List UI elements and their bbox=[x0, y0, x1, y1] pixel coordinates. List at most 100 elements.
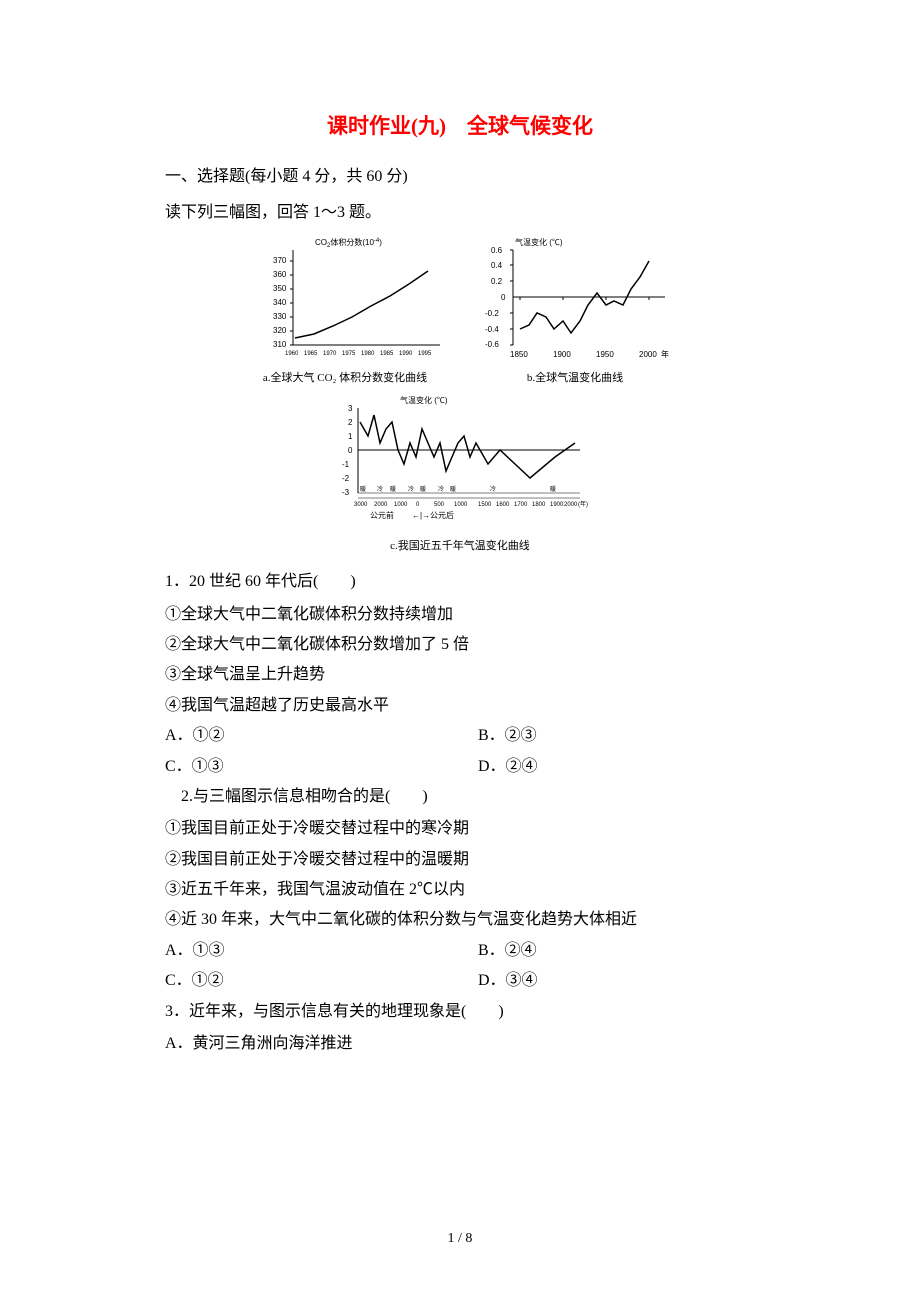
svg-text:350: 350 bbox=[273, 284, 287, 293]
q2-optC: C．①② bbox=[165, 966, 478, 996]
chart-a-xticks: 1960 1965 1970 1975 1980 1985 1990 1995 bbox=[285, 351, 432, 357]
section-header: 一、选择题(每小题 4 分，共 60 分) bbox=[165, 164, 755, 190]
chart-b-caption: b.全球气温变化曲线 bbox=[475, 369, 675, 385]
q2-row1: A．①③ B．②④ bbox=[165, 936, 755, 966]
svg-text:310: 310 bbox=[273, 340, 287, 349]
svg-text:1900: 1900 bbox=[553, 350, 571, 359]
svg-text:年: 年 bbox=[661, 349, 669, 359]
svg-text:1995: 1995 bbox=[418, 351, 432, 357]
svg-text:1965: 1965 bbox=[304, 351, 318, 357]
q1-optB: B．②③ bbox=[478, 721, 537, 751]
instruction: 读下列三幅图，回答 1～3 题。 bbox=[165, 200, 755, 226]
svg-text:0: 0 bbox=[501, 293, 506, 302]
svg-text:冷: 冷 bbox=[377, 485, 383, 493]
chart-c-yticks: -3 -2 -1 0 1 2 3 bbox=[342, 404, 353, 497]
chart-c-xticks: 3000 2000 1000 0 500 1000 1500 1600 1700… bbox=[354, 500, 588, 508]
svg-text:1700: 1700 bbox=[514, 502, 528, 508]
svg-text:1000: 1000 bbox=[454, 502, 468, 508]
q2-optA: A．①③ bbox=[165, 936, 478, 966]
svg-text:1950: 1950 bbox=[596, 350, 614, 359]
page-footer: 1 / 8 bbox=[0, 1231, 920, 1247]
chart-c: 气温变化 (℃) -3 -2 -1 0 1 2 3 暖 冷 暖 冷 bbox=[330, 393, 590, 553]
q2-s4: ④近 30 年来，大气中二氧化碳的体积分数与气温变化趋势大体相近 bbox=[165, 905, 755, 935]
svg-text:(年): (年) bbox=[578, 500, 588, 508]
chart-b-yticks: -0.6 -0.4 -0.2 0 0.2 0.4 0.6 bbox=[485, 246, 513, 349]
q2-row2: C．①② D．③④ bbox=[165, 966, 755, 996]
chart-c-wrap: 气温变化 (℃) -3 -2 -1 0 1 2 3 暖 冷 暖 冷 bbox=[165, 393, 755, 553]
svg-text:暖: 暖 bbox=[420, 485, 426, 493]
q3-optA: A．黄河三角洲向海洋推进 bbox=[165, 1029, 755, 1059]
chart-c-line bbox=[360, 415, 575, 478]
svg-text:2000: 2000 bbox=[564, 502, 578, 508]
svg-text:暖: 暖 bbox=[450, 485, 456, 493]
svg-text:1980: 1980 bbox=[361, 351, 375, 357]
q1-row1: A．①② B．②③ bbox=[165, 721, 755, 751]
chart-b-xticks: 1850 1900 1950 2000 年 bbox=[510, 297, 669, 359]
svg-text:-1: -1 bbox=[342, 460, 350, 469]
chart-c-era-left: 公元前 bbox=[370, 510, 394, 520]
svg-text:2000: 2000 bbox=[639, 350, 657, 359]
svg-text:1985: 1985 bbox=[380, 351, 394, 357]
svg-text:-0.6: -0.6 bbox=[485, 340, 499, 349]
q1-optC: C．①③ bbox=[165, 752, 478, 782]
chart-a-caption: a.全球大气 CO₂ 体积分数变化曲线 bbox=[245, 369, 445, 385]
q1-stem: 1．20 世纪 60 年代后( ) bbox=[165, 567, 755, 597]
chart-b-svg: 气温变化 (℃) -0.6 -0.4 -0.2 0 0.2 0.4 0.6 18… bbox=[475, 235, 675, 365]
chart-a-svg: CO2体积分数(10-4) 310 320 330 340 350 360 37… bbox=[245, 235, 445, 365]
svg-text:-0.2: -0.2 bbox=[485, 309, 499, 318]
svg-text:0: 0 bbox=[416, 502, 420, 508]
q1-s4: ④我国气温超越了历史最高水平 bbox=[165, 691, 755, 721]
chart-b: 气温变化 (℃) -0.6 -0.4 -0.2 0 0.2 0.4 0.6 18… bbox=[475, 235, 675, 385]
chart-c-era-right: 公元后 bbox=[430, 510, 454, 520]
svg-text:1960: 1960 bbox=[285, 351, 299, 357]
chart-c-periods: 暖 冷 暖 冷 暖 冷 暖 冷 暖 bbox=[360, 485, 556, 493]
svg-text:冷: 冷 bbox=[408, 485, 414, 493]
svg-text:330: 330 bbox=[273, 312, 287, 321]
chart-c-era-arrows: ←|→ bbox=[412, 511, 430, 520]
q2-optB: B．②④ bbox=[478, 936, 537, 966]
svg-text:1600: 1600 bbox=[496, 502, 510, 508]
svg-text:2000: 2000 bbox=[374, 502, 388, 508]
svg-text:-3: -3 bbox=[342, 488, 350, 497]
chart-a: CO2体积分数(10-4) 310 320 330 340 350 360 37… bbox=[245, 235, 445, 385]
svg-text:冷: 冷 bbox=[490, 485, 496, 493]
q2-s1: ①我国目前正处于冷暖交替过程中的寒冷期 bbox=[165, 814, 755, 844]
q1-optD: D．②④ bbox=[478, 752, 538, 782]
svg-text:360: 360 bbox=[273, 270, 287, 279]
svg-text:3: 3 bbox=[348, 404, 353, 413]
chart-a-line bbox=[295, 271, 428, 338]
q1-optA: A．①② bbox=[165, 721, 478, 751]
svg-text:1000: 1000 bbox=[394, 502, 408, 508]
svg-text:暖: 暖 bbox=[360, 485, 366, 493]
svg-text:暖: 暖 bbox=[390, 485, 396, 493]
svg-text:冷: 冷 bbox=[438, 485, 444, 493]
svg-text:0.2: 0.2 bbox=[491, 277, 503, 286]
chart-c-svg: 气温变化 (℃) -3 -2 -1 0 1 2 3 暖 冷 暖 冷 bbox=[330, 393, 590, 533]
svg-text:370: 370 bbox=[273, 256, 287, 265]
svg-text:1900: 1900 bbox=[550, 502, 564, 508]
q1-s3: ③全球气温呈上升趋势 bbox=[165, 660, 755, 690]
q2-stem: 2.与三幅图示信息相吻合的是( ) bbox=[165, 782, 755, 812]
chart-a-ylabel: CO2体积分数(10-4) bbox=[315, 237, 382, 249]
svg-text:1975: 1975 bbox=[342, 351, 356, 357]
page-title: 课时作业(九) 全球气候变化 bbox=[165, 110, 755, 140]
svg-text:2: 2 bbox=[348, 418, 353, 427]
q1-s1: ①全球大气中二氧化碳体积分数持续增加 bbox=[165, 600, 755, 630]
chart-c-tickmarks bbox=[358, 493, 580, 498]
charts-ab-row: CO2体积分数(10-4) 310 320 330 340 350 360 37… bbox=[165, 235, 755, 385]
svg-text:0: 0 bbox=[348, 446, 353, 455]
svg-text:-2: -2 bbox=[342, 474, 350, 483]
svg-text:-0.4: -0.4 bbox=[485, 325, 499, 334]
chart-c-ylabel: 气温变化 (℃) bbox=[400, 395, 448, 405]
svg-text:1500: 1500 bbox=[478, 502, 492, 508]
q1-row2: C．①③ D．②④ bbox=[165, 752, 755, 782]
svg-text:320: 320 bbox=[273, 326, 287, 335]
svg-text:1800: 1800 bbox=[532, 502, 546, 508]
svg-text:340: 340 bbox=[273, 298, 287, 307]
chart-b-ylabel: 气温变化 (℃) bbox=[515, 237, 563, 247]
svg-text:1: 1 bbox=[348, 432, 353, 441]
q1-s2: ②全球大气中二氧化碳体积分数增加了 5 倍 bbox=[165, 630, 755, 660]
svg-text:暖: 暖 bbox=[550, 485, 556, 493]
svg-text:500: 500 bbox=[434, 502, 445, 508]
chart-c-caption: c.我国近五千年气温变化曲线 bbox=[330, 537, 590, 553]
